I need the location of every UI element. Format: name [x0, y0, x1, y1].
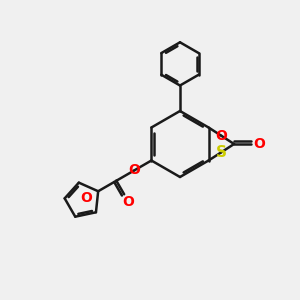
Text: O: O	[253, 137, 265, 151]
Text: O: O	[129, 163, 140, 177]
Text: S: S	[216, 145, 227, 160]
Text: O: O	[122, 194, 134, 208]
Text: O: O	[80, 191, 92, 205]
Text: O: O	[215, 129, 227, 143]
